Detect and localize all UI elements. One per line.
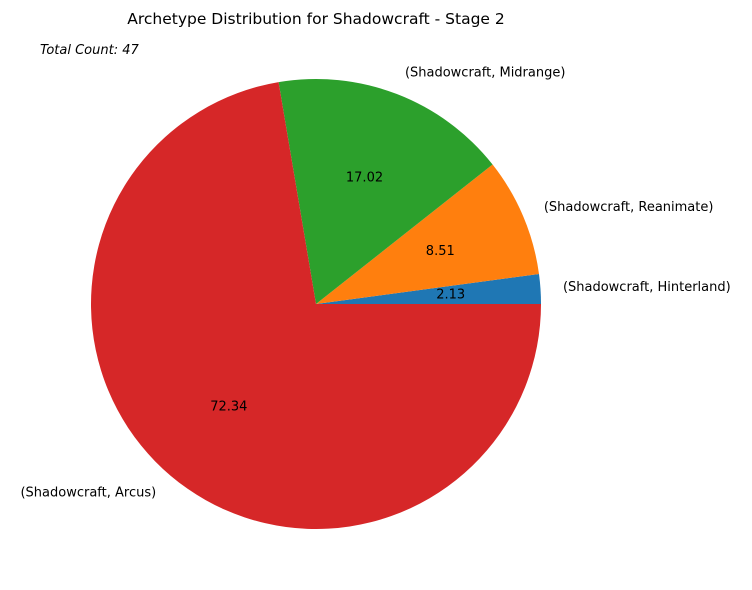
slice-value-label: 2.13 [436, 287, 465, 302]
slice-category-label: (Shadowcraft, Hinterland) [563, 280, 731, 295]
pie-slice [316, 273, 541, 304]
slice-value-label: 72.34 [210, 400, 247, 415]
slice-category-label: (Shadowcraft, Midrange) [405, 66, 566, 81]
pie-slice [316, 164, 539, 304]
total-count-annotation: Total Count: 47 [40, 43, 139, 58]
chart-title: Archetype Distribution for Shadowcraft -… [127, 10, 505, 28]
slice-value-label: 17.02 [346, 171, 383, 186]
pie-slice [278, 79, 493, 305]
pie-slice [91, 82, 542, 529]
slice-category-label: (Shadowcraft, Reanimate) [544, 200, 714, 215]
slice-category-label: (Shadowcraft, Arcus) [20, 486, 156, 501]
slice-value-label: 8.51 [426, 244, 455, 259]
